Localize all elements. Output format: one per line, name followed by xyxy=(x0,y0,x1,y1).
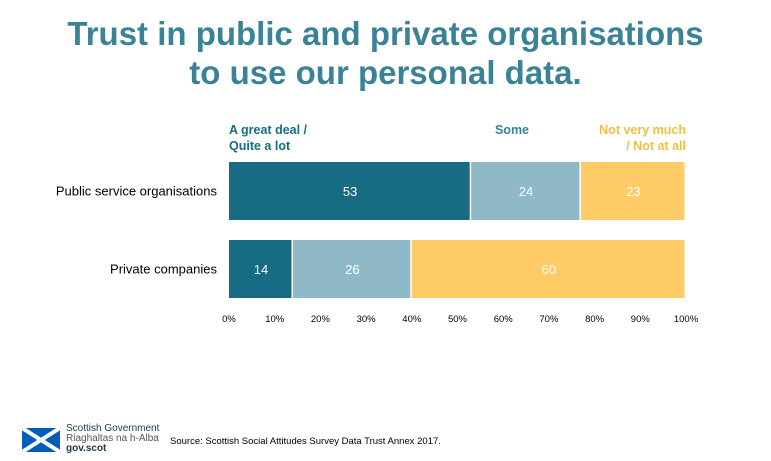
bar-segment xyxy=(229,240,292,298)
x-tick-label: 90% xyxy=(631,314,651,325)
scottish-government-logo: Scottish Government Riaghaltas na h-Alba… xyxy=(22,424,172,456)
logo-line-url: gov.scot xyxy=(66,443,107,454)
bar-segment xyxy=(292,240,411,298)
data-label: 60 xyxy=(542,262,556,277)
category-label: Private companies xyxy=(110,262,217,277)
logo-text: Scottish Government Riaghaltas na h-Alba… xyxy=(66,424,159,454)
data-label: 26 xyxy=(345,262,359,277)
bar-segment xyxy=(471,162,580,220)
logo-line-government: Scottish Government xyxy=(66,423,160,434)
data-label: 53 xyxy=(343,184,357,199)
legend-label: Some xyxy=(495,123,529,137)
legend-label: Quite a lot xyxy=(229,139,291,153)
source-note: Source: Scottish Social Attitudes Survey… xyxy=(170,436,441,447)
data-label: 23 xyxy=(626,184,640,199)
data-label: 24 xyxy=(519,184,533,199)
x-tick-label: 100% xyxy=(674,314,699,325)
chart-title-line-1: Trust in public and private organisation… xyxy=(67,15,704,52)
bar-segment xyxy=(580,162,685,220)
x-tick-label: 50% xyxy=(448,314,468,325)
chart-title-line-2: to use our personal data. xyxy=(189,54,582,91)
x-tick-label: 10% xyxy=(265,314,285,325)
x-tick-label: 60% xyxy=(494,314,514,325)
chart-title: Trust in public and private organisation… xyxy=(0,14,771,92)
x-tick-label: 0% xyxy=(222,314,236,325)
legend-label: A great deal / xyxy=(229,123,308,137)
saltire-flag-icon xyxy=(22,428,60,452)
logo-line-gaelic: Riaghaltas na h-Alba xyxy=(66,433,159,444)
x-tick-label: 40% xyxy=(402,314,422,325)
legend-label: / Not at all xyxy=(626,139,686,153)
x-tick-label: 70% xyxy=(539,314,559,325)
bar-segment xyxy=(229,162,470,220)
x-tick-label: 80% xyxy=(585,314,605,325)
data-label: 14 xyxy=(254,262,268,277)
category-label: Public service organisations xyxy=(56,184,218,199)
legend-label: Not very much xyxy=(599,123,686,137)
x-tick-label: 20% xyxy=(311,314,331,325)
x-tick-label: 30% xyxy=(357,314,377,325)
bar-segment xyxy=(411,240,685,298)
